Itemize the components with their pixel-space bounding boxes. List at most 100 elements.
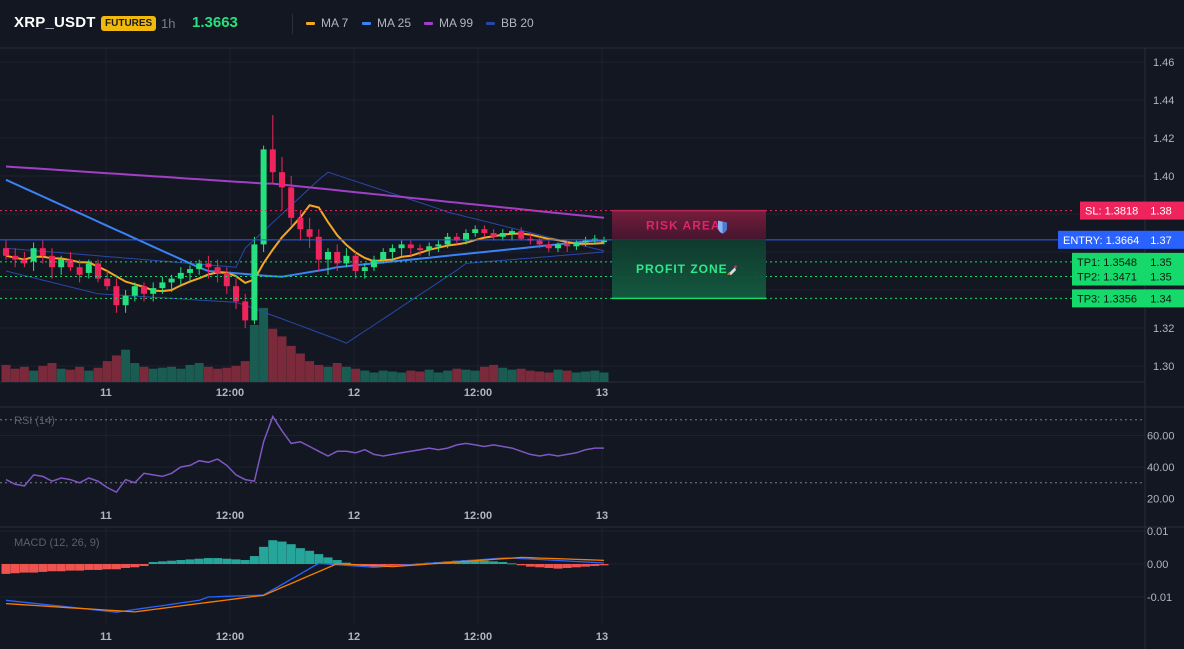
- signal-line: [5, 556, 605, 613]
- candle-body: [187, 269, 193, 273]
- macd-histogram-bar: [1, 564, 11, 574]
- legend-item[interactable]: BB 20: [486, 16, 534, 30]
- timeframe-label[interactable]: 1h: [161, 16, 176, 31]
- bb-lower-line: [5, 251, 605, 344]
- macd-histogram-bar: [268, 540, 278, 564]
- candle-body: [398, 244, 405, 249]
- macd-histogram-bar: [581, 564, 591, 567]
- candle-body: [279, 172, 285, 188]
- candle-body: [223, 272, 230, 287]
- volume-bar: [562, 370, 572, 382]
- futures-badge: FUTURES: [101, 16, 157, 31]
- macd-histogram-bar: [56, 564, 66, 572]
- time-tick-label: 12:00: [216, 510, 244, 522]
- time-tick-label: 12: [348, 631, 360, 643]
- volume-bar: [581, 371, 591, 382]
- tp1-label-axis-text: 1.35: [1150, 257, 1171, 269]
- macd-histogram-bar: [470, 560, 480, 564]
- volume-bar: [93, 367, 103, 382]
- macd-histogram-bar: [231, 559, 241, 564]
- legend-label: MA 25: [377, 16, 412, 30]
- candle-body: [490, 233, 497, 237]
- volume-bar: [194, 363, 204, 382]
- ma25-line: [5, 178, 604, 278]
- legend-item[interactable]: MA 7: [306, 16, 348, 30]
- volume-bar: [102, 361, 112, 382]
- volume-bar: [351, 368, 361, 382]
- candle-body: [315, 236, 322, 260]
- candle-body: [104, 278, 111, 287]
- entry-label-text: ENTRY: 1.3664: [1063, 235, 1139, 247]
- candle-body: [426, 246, 433, 251]
- candle-body: [39, 248, 46, 256]
- candle-body: [306, 229, 313, 237]
- candle-body: [564, 244, 571, 247]
- candle-body: [141, 286, 147, 294]
- rsi-tick-label: 60.00: [1147, 431, 1175, 443]
- candle-body: [85, 263, 92, 273]
- time-tick-label: 13: [596, 387, 608, 399]
- price-tick-label: 1.44: [1153, 95, 1174, 107]
- macd-histogram-bar: [157, 561, 167, 564]
- macd-histogram-bar: [102, 564, 112, 570]
- volume-bar: [19, 366, 29, 382]
- entry-label-axis-text: 1.37: [1150, 235, 1171, 247]
- candle-body: [334, 252, 341, 264]
- rsi-tick-label: 40.00: [1147, 462, 1175, 474]
- legend-item[interactable]: MA 99: [424, 16, 473, 30]
- candle-body: [601, 240, 607, 243]
- macd-tick-label: 0.01: [1147, 526, 1168, 538]
- time-tick-label: 12: [348, 387, 360, 399]
- volume-bar: [84, 370, 94, 382]
- macd-histogram-bar: [167, 560, 177, 564]
- macd-histogram-bar: [286, 544, 296, 564]
- macd-histogram-bar: [525, 564, 535, 567]
- macd-histogram-bar: [75, 564, 85, 571]
- time-tick-label: 11: [100, 510, 112, 522]
- candle-body: [361, 267, 368, 271]
- macd-histogram-bar: [553, 564, 563, 569]
- rocket-icon: [728, 263, 739, 276]
- tp3-label-text: TP3: 1.3356: [1077, 293, 1137, 305]
- legend-label: MA 7: [321, 16, 349, 30]
- volume-bar: [525, 370, 535, 382]
- volume-bar: [222, 367, 232, 382]
- macd-histogram-bar: [479, 560, 489, 564]
- macd-histogram-bar: [213, 558, 223, 564]
- candle-body: [233, 286, 239, 302]
- candle-body: [150, 288, 157, 294]
- tp3-label-tag: [1072, 289, 1151, 308]
- candle-body: [407, 244, 414, 249]
- volume-bar: [231, 365, 241, 382]
- volume-bar: [295, 353, 305, 382]
- macd-histogram-bar: [185, 559, 195, 564]
- candle-body: [453, 236, 460, 241]
- candle-body: [380, 252, 387, 260]
- volume-bar: [268, 328, 278, 382]
- macd-histogram-bar: [19, 564, 29, 573]
- macd-histogram-bar: [29, 564, 39, 573]
- shield-icon-shade: [722, 221, 727, 234]
- volume-bar: [332, 363, 342, 382]
- volume-bar: [157, 367, 167, 382]
- candle-body: [499, 233, 506, 237]
- legend-item[interactable]: MA 25: [362, 16, 411, 30]
- symbol-name[interactable]: XRP_USDT: [14, 14, 96, 31]
- candle-body: [214, 267, 221, 273]
- macd-histogram-bar: [259, 546, 269, 564]
- volume-bar: [240, 361, 250, 382]
- tp1-label-axis-tag: [1148, 252, 1184, 271]
- candle-body: [371, 259, 377, 268]
- candle-body: [251, 244, 258, 321]
- macd-histogram-bar: [571, 564, 581, 568]
- profit-zone: [612, 239, 766, 299]
- entry-label-tag: [1058, 230, 1149, 249]
- volume-bar: [599, 372, 609, 382]
- candle-body: [196, 263, 203, 270]
- candle-body: [21, 259, 28, 264]
- price-tick-label: 1.32: [1153, 323, 1174, 335]
- legend-swatch: [424, 21, 433, 25]
- rsi-tick-label: 20.00: [1147, 494, 1175, 506]
- macd-histogram-bar: [305, 550, 315, 564]
